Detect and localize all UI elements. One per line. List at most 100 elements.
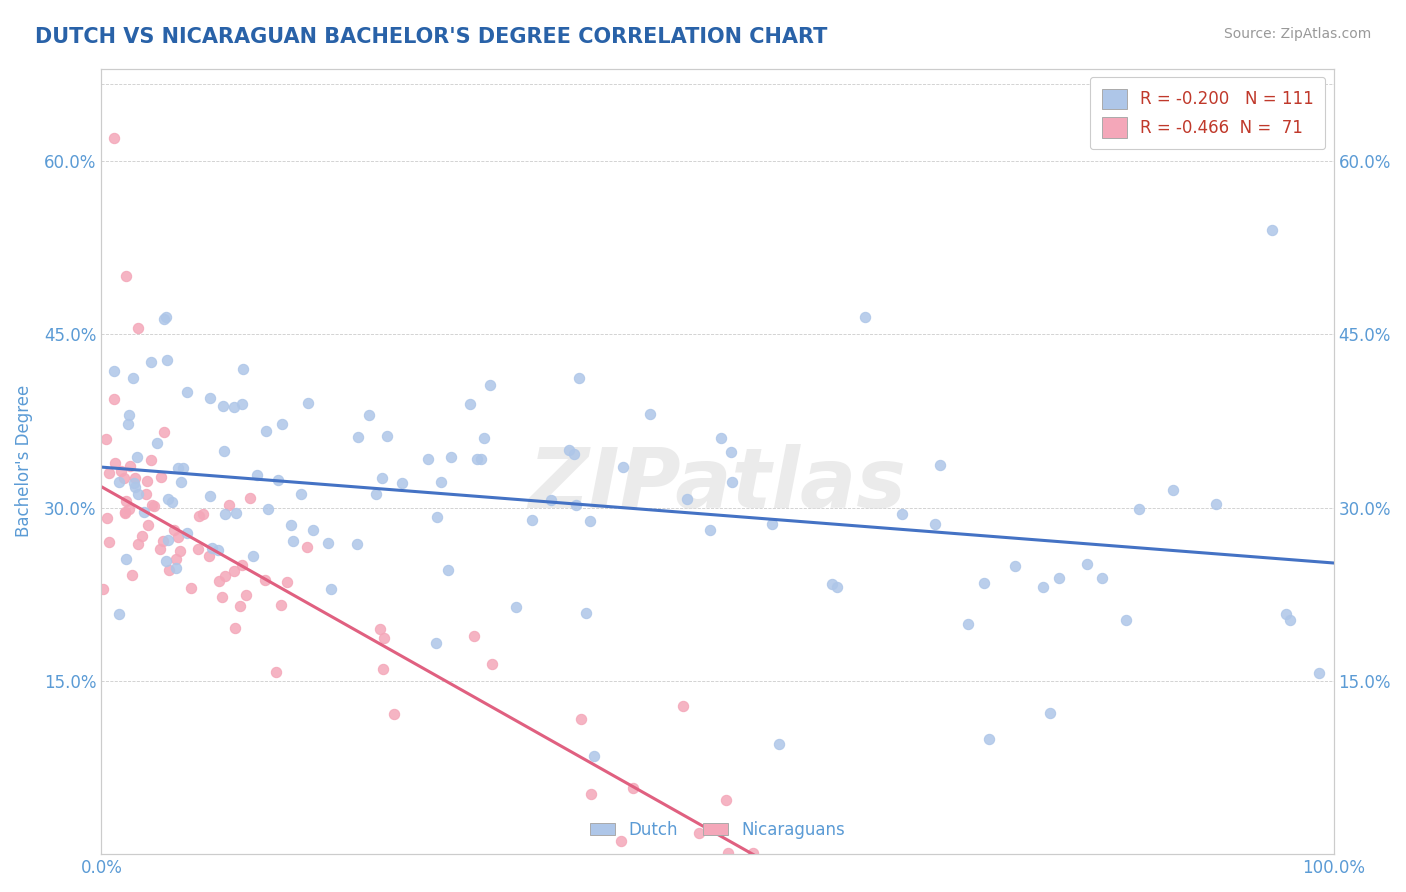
Point (470, 452, 492, 467)
Point (141, 355, 163, 369)
Point (264, 665, 287, 679)
Point (699, 523, 721, 537)
Point (1039, 706, 1062, 721)
Point (165, 561, 187, 575)
Point (207, 542, 229, 557)
Point (440, 450, 463, 464)
Point (127, 486, 149, 500)
Point (742, 846, 765, 860)
Point (714, 792, 737, 806)
Point (463, 629, 485, 643)
Point (957, 617, 980, 632)
Point (368, 623, 391, 637)
Point (142, 500, 165, 514)
Point (122, 370, 145, 384)
Point (478, 378, 501, 392)
Point (91, 582, 114, 596)
Point (157, 563, 180, 577)
Text: Source: ZipAtlas.com: Source: ZipAtlas.com (1223, 27, 1371, 41)
Point (458, 397, 481, 411)
Point (121, 568, 143, 582)
Point (855, 310, 877, 324)
Point (193, 507, 215, 521)
Point (569, 712, 592, 726)
Point (638, 407, 661, 421)
Point (162, 494, 184, 508)
Point (612, 459, 634, 474)
Point (522, 513, 544, 527)
Point (574, 606, 596, 620)
Point (156, 533, 179, 547)
Point (430, 475, 453, 490)
Point (180, 581, 202, 595)
Point (103, 131, 125, 145)
Point (257, 502, 280, 516)
Point (172, 461, 194, 475)
Point (112, 471, 135, 485)
Point (276, 575, 298, 590)
Point (108, 607, 131, 622)
Point (825, 580, 848, 594)
Point (391, 475, 413, 490)
Point (167, 461, 190, 475)
Point (347, 430, 370, 444)
Point (720, 444, 742, 458)
Point (562, 447, 585, 461)
Point (117, 501, 139, 516)
Point (246, 467, 269, 482)
Point (437, 563, 460, 577)
Text: DUTCH VS NICARAGUAN BACHELOR'S DEGREE CORRELATION CHART: DUTCH VS NICARAGUAN BACHELOR'S DEGREE CO… (35, 27, 828, 46)
Point (211, 590, 233, 604)
Point (583, 748, 606, 763)
Point (231, 558, 253, 572)
Point (1275, 607, 1298, 621)
Text: ZIPatlas: ZIPatlas (529, 444, 907, 525)
Point (357, 408, 380, 422)
Point (1161, 483, 1184, 497)
Point (115, 551, 138, 566)
Legend: Dutch, Nicaraguans: Dutch, Nicaraguans (583, 814, 852, 846)
Point (163, 523, 186, 537)
Point (127, 321, 149, 335)
Point (675, 492, 697, 507)
Point (114, 505, 136, 519)
Point (110, 464, 132, 478)
Point (115, 493, 138, 508)
Point (373, 632, 395, 646)
Point (382, 706, 405, 721)
Point (218, 498, 240, 512)
Point (125, 450, 148, 464)
Point (281, 533, 304, 548)
Point (153, 425, 176, 439)
Point (131, 529, 153, 543)
Point (1004, 559, 1026, 574)
Point (224, 621, 246, 635)
Point (688, 826, 710, 840)
Point (270, 598, 292, 612)
Point (472, 431, 495, 445)
Point (973, 575, 995, 590)
Point (152, 533, 174, 548)
Point (146, 436, 169, 450)
Point (153, 312, 176, 326)
Point (135, 487, 157, 501)
Point (1091, 571, 1114, 585)
Point (1205, 497, 1227, 511)
Point (924, 516, 946, 531)
Point (176, 385, 198, 400)
Point (141, 498, 163, 512)
Point (540, 493, 562, 508)
Point (1076, 557, 1098, 571)
Point (127, 537, 149, 551)
Point (98, 466, 121, 480)
Point (346, 536, 368, 550)
Point (118, 408, 141, 422)
Point (156, 491, 179, 506)
Point (366, 487, 388, 501)
Point (198, 549, 221, 563)
Point (198, 489, 221, 503)
Point (890, 507, 912, 521)
Point (290, 486, 312, 500)
Point (232, 362, 254, 376)
Point (96, 511, 118, 525)
